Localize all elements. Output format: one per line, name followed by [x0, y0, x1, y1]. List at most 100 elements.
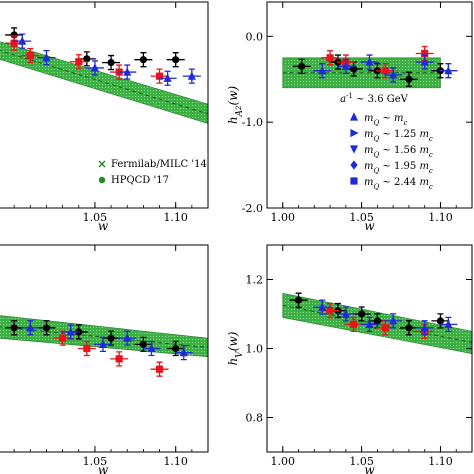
- axes-frame: [266, 1, 473, 209]
- legend-label: mQ ~ mc: [364, 113, 407, 127]
- panel-tl: 1.05 1.10 w Fermilab/MILC '14 HPQCD '17: [0, 1, 209, 233]
- data-point: [444, 319, 453, 328]
- y-tick-label: -2.0: [242, 202, 263, 215]
- legend-marker: [349, 112, 359, 121]
- data-point: [444, 66, 453, 75]
- y-axis-label: hA2(w): [226, 86, 245, 125]
- plot-area: [0, 27, 208, 124]
- y-tick-label: 0.0: [246, 30, 264, 43]
- x-axis-label: w: [98, 219, 109, 233]
- data-point: [59, 334, 67, 342]
- x-tick-label: 1.05: [83, 211, 108, 224]
- data-point: [155, 365, 164, 373]
- y-tick-label: 1.0: [246, 343, 264, 356]
- data-point: [341, 309, 350, 318]
- data-point: [358, 310, 366, 318]
- legend-header: a-1 ~ 3.6 GeV: [340, 92, 409, 105]
- data-point: [75, 58, 83, 66]
- data-point: [172, 344, 180, 353]
- data-point: [405, 324, 413, 332]
- data-point: [66, 327, 75, 336]
- x-tick-label: 1.10: [163, 455, 188, 468]
- data-point: [115, 355, 123, 363]
- data-point: [318, 66, 327, 75]
- data-point: [326, 306, 334, 315]
- y-tick-label: -1.0: [242, 116, 263, 129]
- data-point: [98, 339, 108, 348]
- data-point: [381, 324, 389, 332]
- data-point: [318, 302, 327, 311]
- data-point: [341, 61, 350, 70]
- panel-bl: 1.05 1.10 w: [0, 244, 209, 474]
- data-point: [405, 75, 413, 83]
- legend-label: HPQCD '17: [111, 175, 169, 186]
- x-axis-label: w: [364, 219, 375, 233]
- legend-label: mQ ~ 1.25 mc: [364, 129, 433, 143]
- data-point: [155, 72, 164, 80]
- x-tick-label: 1.10: [163, 211, 188, 224]
- legend-marker: [350, 177, 358, 185]
- data-point: [350, 320, 358, 328]
- x-tick-label: 1.00: [271, 211, 296, 224]
- x-tick-label: 1.05: [349, 211, 374, 224]
- axes-frame: [0, 1, 209, 209]
- legend-label: mQ ~ 1.95 mc: [364, 161, 433, 175]
- data-point: [373, 317, 381, 325]
- data-point: [436, 317, 445, 325]
- data-point: [83, 55, 91, 63]
- legend-marker: [98, 176, 106, 184]
- data-point: [90, 63, 100, 72]
- data-point: [420, 323, 429, 332]
- band-center-line: [0, 50, 208, 115]
- axes-frame: [0, 244, 209, 453]
- x-axis-label: w: [364, 463, 375, 474]
- data-point: [26, 51, 34, 60]
- data-point: [421, 49, 429, 58]
- legend-marker: [350, 128, 359, 138]
- data-point: [18, 36, 27, 45]
- data-point: [294, 296, 303, 304]
- legend-marker: [349, 145, 359, 154]
- data-point: [350, 65, 358, 73]
- data-point: [42, 53, 51, 62]
- legend-marker: [98, 160, 106, 168]
- data-point: [381, 67, 389, 75]
- data-point: [139, 56, 147, 64]
- panel-tr: 1.00 1.05 1.10 w 0.0 -1.0 -2.0 hA2(w) a-1 ~ 3.6 …: [226, 1, 473, 233]
- y-axis-label: hV(w): [226, 331, 245, 365]
- legend-marker: [350, 160, 358, 170]
- data-point: [147, 343, 156, 353]
- plot-area: [282, 292, 472, 354]
- data-point: [42, 324, 51, 332]
- x-tick-label: 1.10: [428, 455, 453, 468]
- data-point: [107, 58, 115, 67]
- data-point: [298, 62, 306, 70]
- data-point: [179, 348, 188, 357]
- plot-area: [0, 315, 208, 377]
- data-point: [10, 324, 18, 332]
- data-point: [365, 319, 374, 328]
- data-point: [123, 67, 132, 76]
- x-axis-label: w: [98, 463, 109, 474]
- x-tick-label: 1.05: [83, 455, 108, 468]
- data-point: [139, 340, 147, 348]
- panel-br: 1.00 1.05 1.10 w 1.2 1.0 0.8 hV(w): [226, 244, 473, 474]
- legend-label: mQ ~ 1.56 mc: [364, 145, 433, 159]
- y-tick-label: 1.2: [246, 274, 264, 287]
- data-point: [123, 333, 132, 342]
- data-point: [26, 323, 35, 332]
- data-point: [187, 71, 196, 80]
- data-point: [326, 54, 334, 62]
- legend-label: Fermilab/MILC '14: [111, 159, 207, 170]
- x-tick-label: 1.00: [271, 455, 296, 468]
- error-band: [0, 41, 208, 124]
- y-tick-label: 0.8: [246, 412, 264, 425]
- data-point: [389, 70, 398, 79]
- axes-frame: [266, 244, 473, 453]
- data-point: [107, 334, 115, 342]
- data-point: [389, 316, 398, 325]
- x-tick-label: 1.10: [428, 211, 453, 224]
- data-point: [83, 344, 91, 353]
- data-point: [10, 39, 18, 47]
